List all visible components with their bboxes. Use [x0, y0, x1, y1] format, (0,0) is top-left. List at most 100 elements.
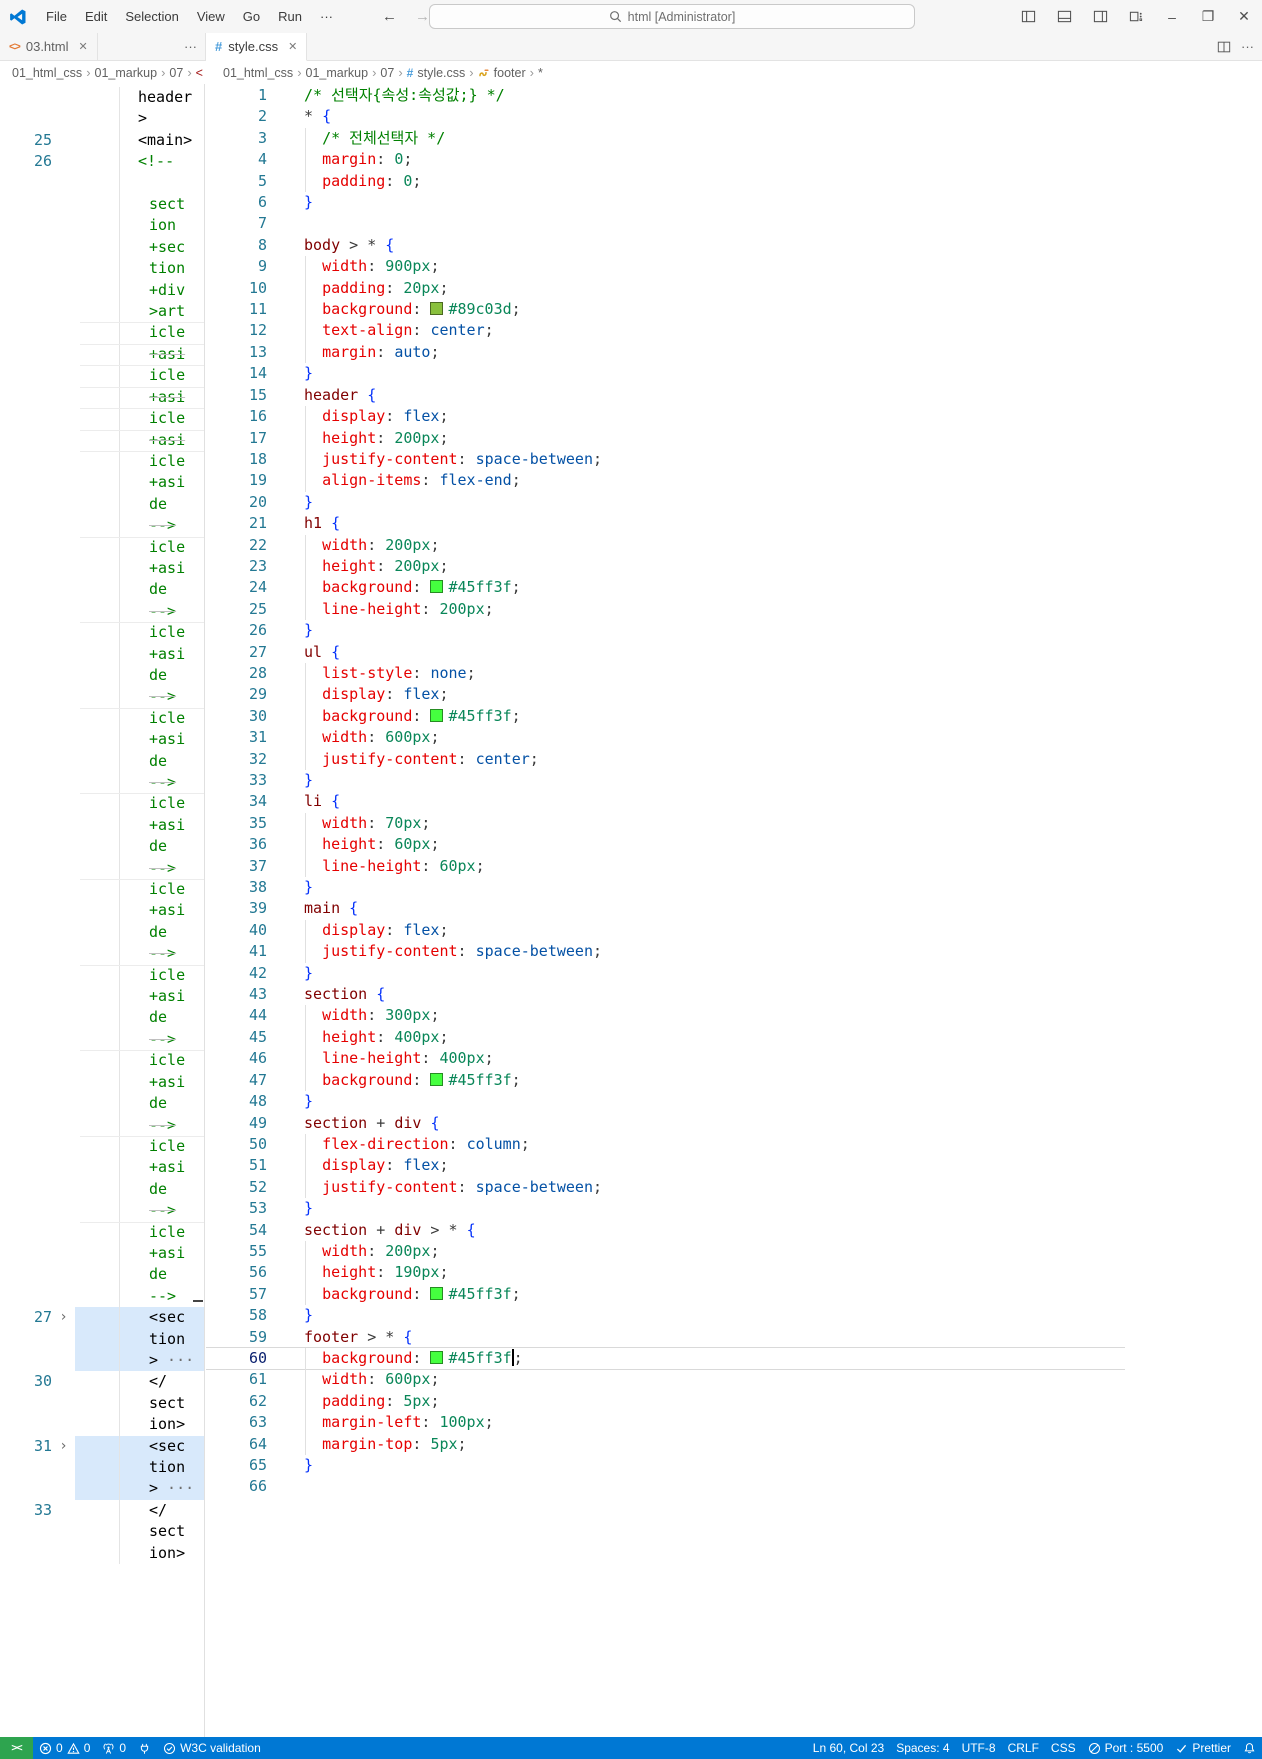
code-line[interactable]: de	[0, 921, 204, 944]
code-line[interactable]: de	[0, 750, 204, 772]
command-center-search[interactable]: html [Administrator]	[429, 4, 915, 29]
code-line[interactable]: 51 display: flex;	[206, 1155, 1262, 1178]
code-line[interactable]: 58}	[206, 1305, 1262, 1326]
split-editor-icon[interactable]	[1217, 40, 1231, 54]
code-line[interactable]: 28 list-style: none;	[206, 662, 1262, 685]
code-line[interactable]: 66	[206, 1476, 1262, 1497]
code-line[interactable]: 25 line-height: 200px;	[206, 598, 1262, 621]
customize-layout-icon[interactable]	[1118, 0, 1154, 33]
code-line[interactable]: icle	[0, 793, 204, 815]
code-line[interactable]: -->	[0, 515, 204, 537]
color-swatch[interactable]	[430, 1072, 444, 1086]
fold-chevron-icon[interactable]: ›	[59, 1437, 68, 1454]
tab-close-icon[interactable]: ✕	[78, 41, 88, 53]
code-line[interactable]: -->	[0, 600, 204, 623]
toggle-sidebar-icon[interactable]	[1010, 0, 1046, 33]
indentation-status[interactable]: Spaces: 4	[896, 1741, 950, 1755]
notifications-bell[interactable]	[1237, 1737, 1262, 1759]
color-swatch[interactable]	[430, 1286, 444, 1300]
fold-chevron-icon[interactable]: ›	[59, 1309, 68, 1326]
code-line[interactable]: +asi	[0, 814, 204, 837]
breadcrumb-item[interactable]: style.css	[417, 65, 466, 80]
code-line[interactable]: icle	[0, 408, 204, 430]
code-line[interactable]: 4 margin: 0;	[206, 149, 1262, 172]
language-mode-status[interactable]: CSS	[1050, 1741, 1076, 1755]
breadcrumb-item[interactable]: 01_html_css	[12, 65, 83, 80]
restore-button[interactable]: ❐	[1201, 8, 1215, 24]
breadcrumb-item[interactable]: footer	[493, 65, 526, 80]
code-line[interactable]: 33 </	[0, 1499, 204, 1522]
color-swatch[interactable]	[430, 708, 444, 722]
code-line[interactable]: 43 section {	[206, 984, 1262, 1005]
editor-actions-more-icon[interactable]: ···	[1241, 39, 1254, 54]
code-line[interactable]: 50 flex-direction: column;	[206, 1133, 1262, 1156]
code-line[interactable]: 8 body > * {	[206, 235, 1262, 256]
code-line[interactable]: de	[0, 664, 204, 687]
editor-03-html[interactable]: header >25 <main> 26 <!-- sect ion +sec tion +div…	[0, 84, 205, 1737]
back-arrow-icon[interactable]: ←	[382, 8, 397, 25]
code-line[interactable]: +asi	[0, 729, 204, 751]
code-line[interactable]: +asi	[0, 900, 204, 922]
code-line[interactable]: 48}	[206, 1091, 1262, 1112]
breadcrumb-item[interactable]: 01_markup	[305, 65, 369, 80]
code-line[interactable]: 39 main {	[206, 898, 1262, 919]
code-line[interactable]: 16 display: flex;	[206, 406, 1262, 428]
prettier-status[interactable]: Prettier	[1169, 1737, 1237, 1759]
code-line[interactable]: icle	[0, 879, 204, 901]
code-line[interactable]: 60 background: #45ff3f;	[206, 1346, 1262, 1371]
code-line[interactable]: 22 width: 200px;	[206, 534, 1262, 557]
code-line[interactable]: ion	[0, 215, 204, 237]
code-line[interactable]: +asi	[0, 386, 204, 409]
code-line[interactable]: icle	[0, 450, 204, 473]
code-line[interactable]: 65}	[206, 1455, 1262, 1476]
code-line[interactable]: +sec	[0, 236, 204, 259]
code-line[interactable]: +div	[0, 279, 204, 302]
code-line[interactable]: 42}	[206, 963, 1262, 984]
code-line[interactable]: 40 display: flex;	[206, 919, 1262, 942]
tab-03-html[interactable]: <> 03.html ✕	[0, 33, 98, 60]
code-line[interactable]: ion>	[0, 1414, 204, 1436]
code-line[interactable]: 61 width: 600px;	[206, 1369, 1262, 1392]
code-line[interactable]: 44 width: 300px;	[206, 1005, 1262, 1028]
color-swatch[interactable]	[430, 580, 444, 594]
code-line[interactable]: icle	[0, 1050, 204, 1072]
code-line[interactable]: 20}	[206, 492, 1262, 513]
code-line[interactable]: 38}	[206, 877, 1262, 898]
code-line[interactable]: icle	[0, 964, 204, 987]
code-line[interactable]: 23 height: 200px;	[206, 555, 1262, 578]
code-line[interactable]: sect	[0, 1392, 204, 1415]
code-line[interactable]: tion	[0, 1328, 204, 1350]
code-line[interactable]: de	[0, 1007, 204, 1029]
remote-indicator[interactable]: ><	[0, 1737, 33, 1759]
code-line[interactable]: icle	[0, 536, 204, 558]
code-line[interactable]: +asi	[0, 1071, 204, 1094]
tab-style-css[interactable]: # style.css ✕	[206, 33, 308, 61]
code-line[interactable]: -->	[0, 943, 204, 965]
code-line[interactable]: 11 background: #89c03d;	[206, 299, 1262, 321]
code-line[interactable]	[0, 172, 204, 195]
code-line[interactable]: 3 /* 전체선택자 */	[206, 127, 1262, 150]
live-reload-status[interactable]: 0	[96, 1737, 132, 1759]
code-line[interactable]: 27 › <sec	[0, 1307, 204, 1329]
port-forward-button[interactable]	[132, 1737, 157, 1759]
code-line[interactable]: 62 padding: 5px;	[206, 1390, 1262, 1413]
code-line[interactable]: -->	[0, 686, 204, 708]
code-line[interactable]: tion	[0, 258, 204, 280]
code-line[interactable]: icle	[0, 1221, 204, 1243]
code-line[interactable]: 33}	[206, 770, 1262, 791]
breadcrumb-right[interactable]: 01_html_css › 01_markup › 07 › # style.c…	[217, 65, 543, 80]
code-line[interactable]: 54 section + div > * {	[206, 1220, 1262, 1241]
code-line[interactable]: 56 height: 190px;	[206, 1262, 1262, 1285]
code-line[interactable]: 30 </	[0, 1371, 204, 1393]
code-line[interactable]: > ···	[0, 1478, 204, 1500]
menu-more[interactable]: ···	[320, 9, 333, 24]
code-line[interactable]: > ···	[0, 1349, 204, 1372]
code-line[interactable]: +asi	[0, 1157, 204, 1179]
code-line[interactable]: 5 padding: 0;	[206, 170, 1262, 193]
code-line[interactable]: 34 li {	[206, 791, 1262, 812]
code-line[interactable]: >	[0, 108, 204, 130]
code-line[interactable]: de	[0, 1178, 204, 1201]
code-line[interactable]: tion	[0, 1457, 204, 1479]
color-swatch[interactable]	[430, 1350, 444, 1364]
menu-edit[interactable]: Edit	[84, 9, 108, 24]
